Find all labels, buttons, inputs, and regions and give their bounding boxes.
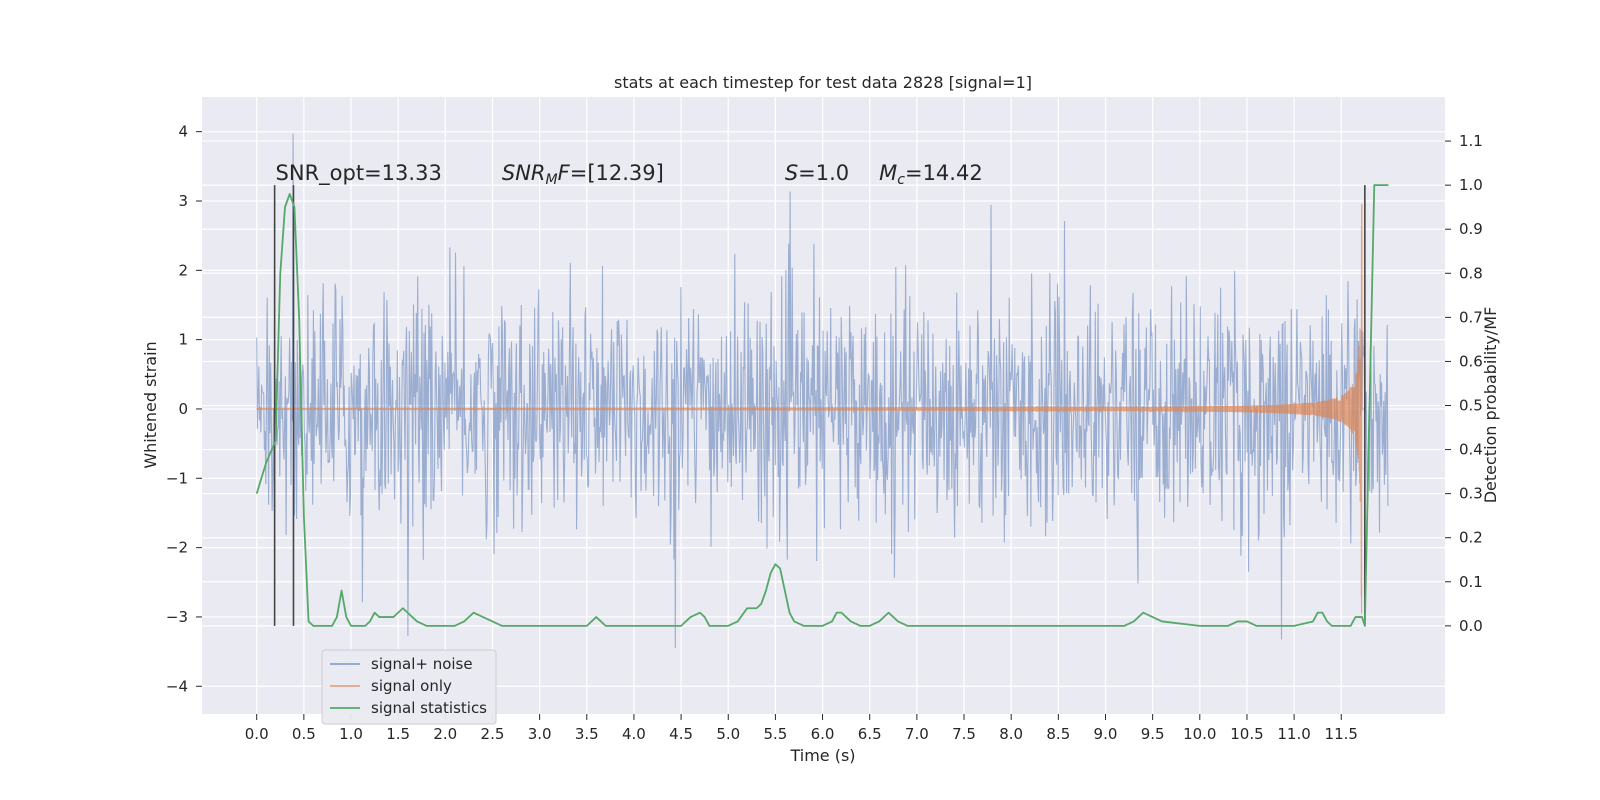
y-tick-label-8: 4 (178, 123, 188, 141)
y-right-tick-label-11: 1.1 (1459, 132, 1483, 150)
y-tick-label-7: 3 (178, 192, 188, 210)
x-tick-label-0: 0.0 (245, 725, 269, 743)
x-axis-ticks: 0.0 0.5 1.0 1.5 2.0 2.5 3.0 3.5 4.0 4.5 5.0 5.5 6.0 6… (245, 714, 1358, 743)
y-right-tick-label-0: 0.0 (1459, 617, 1483, 635)
signal-statistics-line (255, 184, 1389, 627)
x-tick-label-17: 8.5 (1046, 725, 1070, 743)
legend-label-stats: signal statistics (371, 699, 487, 717)
signal-only-series (256, 203, 1365, 614)
y-tick-label-2: −2 (166, 539, 188, 557)
x-tick-label-15: 7.5 (952, 725, 976, 743)
y-tick-label-4: 0 (178, 400, 188, 418)
y-right-tick-label-4: 0.4 (1459, 441, 1483, 459)
legend-box (321, 649, 497, 725)
x-tick-label-3: 1.5 (386, 725, 410, 743)
x-tick-label-7: 3.5 (575, 725, 599, 743)
signal-noise-line (256, 133, 1389, 649)
y-right-tick-label-3: 0.3 (1459, 485, 1483, 503)
x-tick-label-8: 4.0 (622, 725, 646, 743)
annotations: SNR_opt=13.33 SNRMF=[12.39] S=1.0 Mc=14.42 (276, 161, 983, 188)
annotation-1: SNRMF=[12.39] (502, 161, 664, 188)
signal-only-line (256, 203, 1365, 614)
y-right-tick-label-5: 0.5 (1459, 397, 1483, 415)
x-tick-label-20: 10.0 (1183, 725, 1216, 743)
x-tick-label-9: 4.5 (669, 725, 693, 743)
y-tick-label-1: −3 (166, 608, 188, 626)
vertical-markers (273, 185, 1366, 626)
x-tick-label-1: 0.5 (292, 725, 316, 743)
annotation-2: S=1.0 (785, 161, 849, 185)
y-tick-label-3: −1 (166, 469, 188, 487)
x-tick-label-4: 2.0 (433, 725, 457, 743)
x-tick-label-23: 11.5 (1325, 725, 1358, 743)
annotation-3: Mc=14.42 (879, 161, 983, 188)
y-right-tick-label-8: 0.8 (1459, 264, 1483, 282)
x-tick-label-6: 3.0 (528, 725, 552, 743)
legend-label-signal: signal only (371, 677, 452, 695)
x-tick-label-16: 8.0 (999, 725, 1023, 743)
x-tick-label-11: 5.5 (763, 725, 787, 743)
x-tick-label-19: 9.5 (1141, 725, 1165, 743)
x-tick-label-10: 5.0 (716, 725, 740, 743)
chart-title: stats at each timestep for test data 282… (614, 73, 1032, 92)
signal-noise-series (256, 133, 1389, 649)
x-tick-label-14: 7.0 (905, 725, 929, 743)
x-tick-label-21: 10.5 (1230, 725, 1263, 743)
y-right-tick-label-2: 0.2 (1459, 529, 1483, 547)
signal-statistics-series (255, 184, 1389, 627)
x-tick-label-5: 2.5 (481, 725, 505, 743)
y-right-tick-label-9: 0.9 (1459, 220, 1483, 238)
y-axis-right-ticks: 0.0 0.1 0.2 0.3 0.4 0.5 0.6 0.7 0.8 0.9 1.0 1.1 (1445, 132, 1483, 635)
annotation-0: SNR_opt=13.33 (276, 161, 442, 186)
y-right-tick-label-7: 0.7 (1459, 308, 1483, 326)
y-tick-label-0: −4 (166, 677, 188, 695)
legend-label-noise: signal+ noise (371, 655, 473, 673)
y-right-tick-label-1: 0.1 (1459, 573, 1483, 591)
x-tick-label-22: 11.0 (1277, 725, 1310, 743)
x-axis-label: Time (s) (789, 746, 855, 765)
x-tick-label-2: 1.0 (339, 725, 363, 743)
legend: signal+ noise signal only signal statist… (321, 649, 497, 725)
y-axis-label: Whitened strain (141, 341, 160, 468)
y-axis-ticks: −4 −3 −2 −1 0 1 2 3 4 (166, 123, 202, 695)
y-right-tick-label-6: 0.6 (1459, 352, 1483, 370)
x-tick-label-18: 9.0 (1094, 725, 1118, 743)
y-tick-label-5: 1 (178, 331, 188, 349)
x-tick-label-13: 6.5 (858, 725, 882, 743)
y-axis-right-label: Detection probability/MF (1481, 307, 1500, 504)
x-tick-label-12: 6.0 (811, 725, 835, 743)
y-tick-label-6: 2 (178, 261, 188, 279)
y-right-tick-label-10: 1.0 (1459, 176, 1483, 194)
